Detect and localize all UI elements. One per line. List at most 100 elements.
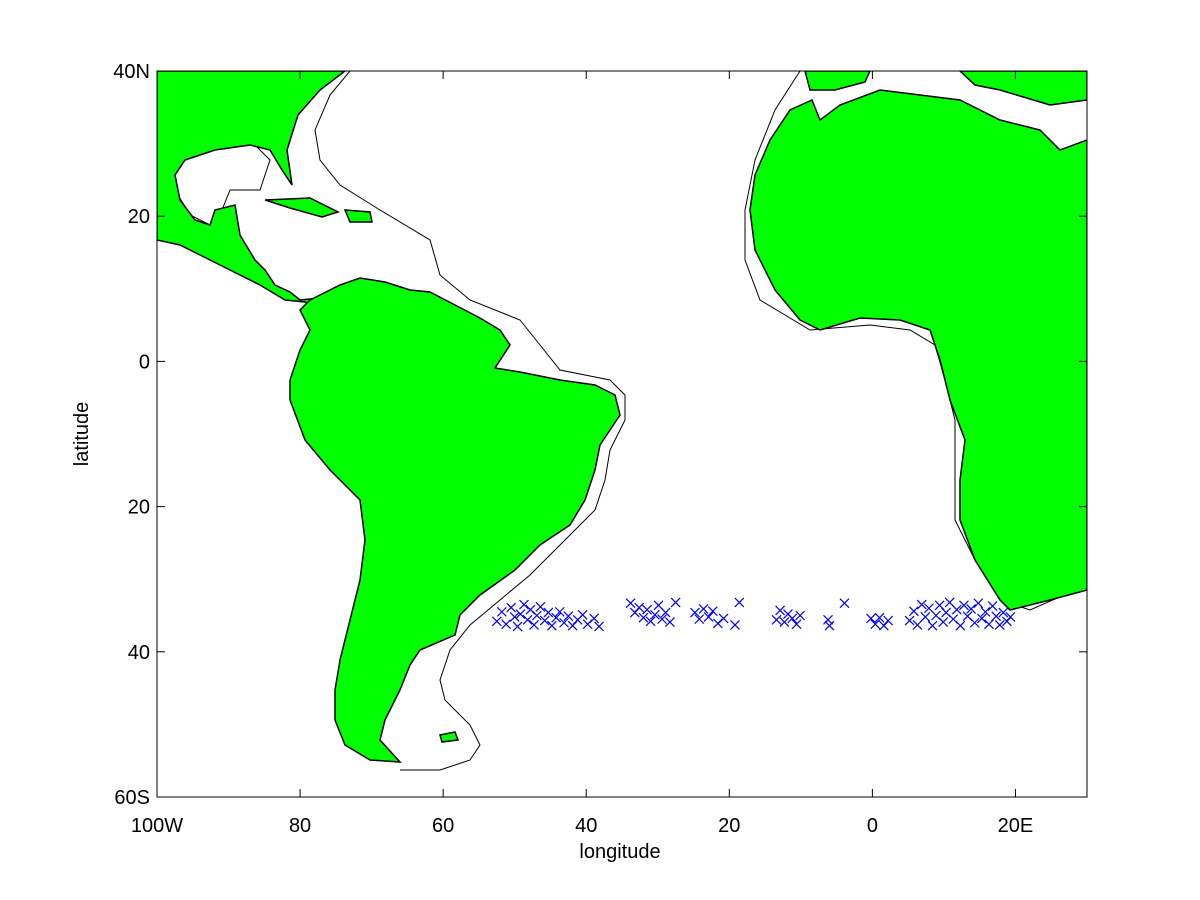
point bbox=[529, 620, 539, 630]
point bbox=[991, 611, 1002, 622]
point bbox=[491, 616, 502, 627]
point bbox=[779, 617, 790, 627]
y-tick-label: 40N bbox=[113, 61, 150, 83]
point bbox=[707, 606, 718, 617]
point bbox=[522, 614, 533, 625]
point bbox=[496, 606, 507, 617]
point bbox=[501, 619, 512, 630]
point bbox=[987, 601, 998, 611]
point bbox=[551, 612, 562, 623]
point bbox=[980, 606, 991, 617]
point bbox=[559, 617, 569, 628]
point bbox=[509, 612, 520, 622]
point bbox=[649, 609, 660, 620]
point bbox=[535, 601, 546, 612]
point bbox=[984, 619, 994, 630]
point bbox=[874, 612, 885, 623]
y-tick-label: 40 bbox=[128, 642, 150, 664]
point bbox=[554, 606, 565, 617]
point bbox=[563, 611, 574, 622]
point bbox=[703, 612, 714, 622]
y-tick-label: 0 bbox=[139, 351, 150, 373]
point bbox=[645, 616, 656, 627]
hispaniola bbox=[343, 209, 373, 223]
point bbox=[698, 604, 709, 614]
point bbox=[866, 613, 876, 624]
x-tick-label: 20 bbox=[718, 815, 740, 837]
point bbox=[589, 613, 600, 624]
point bbox=[920, 612, 931, 622]
point bbox=[519, 599, 529, 610]
point bbox=[657, 614, 667, 625]
x-tick-label: 100W bbox=[131, 815, 183, 837]
point bbox=[998, 607, 1009, 618]
iberia bbox=[804, 71, 871, 91]
y-tick-label: 20 bbox=[128, 497, 150, 519]
plot-frame bbox=[156, 70, 1088, 798]
y-axis-label: latitude bbox=[71, 402, 93, 467]
point bbox=[625, 598, 636, 609]
point bbox=[660, 607, 671, 618]
point bbox=[904, 615, 915, 626]
x-tick-label: 60 bbox=[432, 815, 454, 837]
point bbox=[912, 620, 923, 630]
depth-contour bbox=[314, 71, 626, 771]
point bbox=[638, 612, 649, 623]
y-tick-label: 60S bbox=[114, 787, 150, 809]
point bbox=[539, 615, 550, 626]
point bbox=[665, 617, 675, 627]
point bbox=[795, 610, 806, 621]
point bbox=[670, 597, 681, 608]
point bbox=[730, 620, 740, 630]
cuba bbox=[264, 197, 340, 218]
point bbox=[927, 620, 938, 631]
point bbox=[1005, 612, 1016, 622]
africa bbox=[749, 89, 1087, 611]
point bbox=[577, 609, 588, 620]
point bbox=[969, 617, 980, 628]
point bbox=[694, 614, 705, 625]
point bbox=[642, 604, 652, 615]
point bbox=[959, 600, 969, 611]
falklands bbox=[439, 731, 460, 743]
point bbox=[787, 613, 798, 624]
point bbox=[823, 614, 833, 625]
point bbox=[690, 607, 700, 618]
north-america bbox=[157, 71, 347, 310]
x-tick-label: 20E bbox=[998, 815, 1034, 837]
x-axis-label: longitude bbox=[579, 841, 660, 863]
x-tick-label: 0 bbox=[867, 815, 878, 837]
point bbox=[594, 621, 605, 632]
point bbox=[771, 614, 782, 625]
point bbox=[775, 605, 786, 616]
point bbox=[839, 598, 850, 609]
europe bbox=[958, 71, 1087, 106]
point bbox=[531, 610, 542, 621]
point bbox=[734, 597, 745, 608]
scatter-layer bbox=[491, 597, 1016, 632]
point bbox=[546, 620, 557, 631]
south-america bbox=[289, 277, 621, 763]
point bbox=[512, 621, 523, 632]
x-tick-label: 40 bbox=[575, 815, 597, 837]
point bbox=[908, 606, 919, 617]
point bbox=[634, 602, 645, 613]
point bbox=[973, 598, 984, 609]
point bbox=[515, 609, 526, 619]
x-tick-label: 80 bbox=[289, 815, 311, 837]
point bbox=[506, 602, 517, 613]
point bbox=[543, 607, 554, 618]
point bbox=[951, 604, 962, 615]
point bbox=[976, 613, 987, 624]
point bbox=[938, 617, 949, 627]
point bbox=[916, 599, 927, 610]
point bbox=[870, 619, 881, 630]
point bbox=[966, 604, 977, 614]
point bbox=[824, 620, 835, 631]
point bbox=[718, 613, 729, 624]
point bbox=[791, 619, 802, 630]
basemap bbox=[157, 71, 1087, 771]
point bbox=[994, 620, 1005, 630]
point bbox=[955, 620, 966, 631]
